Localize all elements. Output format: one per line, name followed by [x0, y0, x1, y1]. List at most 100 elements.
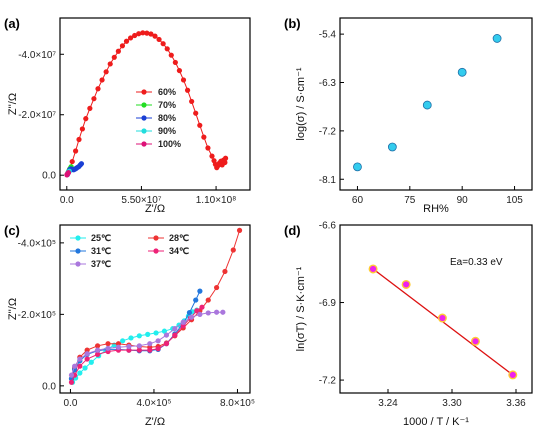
data-point — [163, 332, 170, 338]
data-point — [119, 43, 126, 49]
data-point — [387, 142, 397, 152]
data-point — [105, 341, 111, 347]
x-tick-label: 4.0×10⁵ — [136, 398, 171, 409]
data-point — [205, 310, 211, 316]
data-point — [65, 170, 72, 176]
data-point — [123, 38, 130, 44]
data-point — [95, 86, 101, 92]
data-point — [94, 351, 101, 357]
x-tick-label: 1.10×10⁸ — [196, 195, 237, 206]
y-axis-label: ln(σT) / S·K·cm⁻¹ — [295, 266, 307, 351]
data-point — [176, 67, 183, 74]
data-point — [115, 344, 122, 350]
series-line — [71, 290, 201, 379]
data-point — [103, 69, 109, 75]
x-tick-label: 105 — [506, 195, 523, 206]
series-line — [71, 306, 203, 383]
y-tick-label: -6.6 — [319, 221, 337, 232]
data-point — [161, 328, 167, 334]
legend-entry: 80% — [158, 113, 176, 123]
data-point — [401, 279, 411, 289]
data-point — [99, 77, 105, 83]
data-point — [78, 161, 85, 167]
data-point — [76, 136, 82, 143]
data-point — [120, 338, 126, 344]
x-tick-label: 3.24 — [378, 398, 398, 409]
chart-panel-d: (d) 3.24 3.30 3.36 -7.2 -6.9 -6.6 1000 / T / K⁻… — [284, 221, 533, 428]
legend-swatch-marker — [153, 235, 159, 241]
plot-frame — [339, 224, 533, 394]
data-point — [77, 370, 83, 376]
data-point — [88, 359, 94, 365]
data-point — [148, 31, 154, 37]
legend-swatch-marker — [141, 128, 147, 134]
x-axis-label: 1000 / T / K⁻¹ — [403, 416, 469, 428]
legend-swatch-marker — [153, 248, 159, 254]
panel-label: (c) — [4, 223, 20, 238]
x-tick-label: 75 — [404, 195, 416, 206]
data-point — [168, 52, 174, 58]
data-point — [197, 288, 203, 294]
panel-label: (a) — [4, 16, 20, 31]
data-point — [144, 30, 150, 36]
plot-frame — [59, 17, 251, 191]
data-point — [84, 347, 90, 353]
x-tick-label: 0.0 — [63, 398, 77, 409]
chart-panel-a: (a) 0.0 5.50×10⁷ 1.10×10⁸ 0.0 -2.0×10⁷ -4.0×10… — [4, 16, 251, 215]
data-point — [201, 134, 207, 140]
data-point — [186, 309, 193, 316]
data-point — [145, 331, 151, 337]
x-axis-label: Z'/Ω — [145, 203, 165, 215]
data-point — [79, 126, 85, 132]
legend-entry: 100% — [158, 139, 181, 149]
x-tick-label: 3.30 — [442, 398, 462, 409]
y-axis-label: Z''/Ω — [7, 93, 19, 115]
data-point — [77, 356, 83, 362]
data-point — [164, 46, 170, 52]
data-point — [457, 67, 467, 77]
data-point — [126, 343, 132, 350]
panel-label: (b) — [284, 16, 301, 31]
legend-entry: 31℃ — [91, 246, 111, 256]
series-31 — [68, 288, 203, 382]
data-point — [84, 356, 90, 362]
data-point — [188, 314, 195, 320]
x-tick-label: 5.50×10⁷ — [121, 195, 161, 206]
x-tick-label: 0.0 — [60, 195, 74, 206]
series-34 — [68, 304, 205, 385]
data-point — [83, 116, 89, 122]
data-point — [213, 309, 220, 315]
x-tick-label: 8.0×10⁵ — [220, 398, 255, 409]
x-tick-label: 3.36 — [506, 398, 526, 409]
data-point — [205, 145, 211, 151]
data-point — [87, 105, 93, 111]
data-point — [155, 338, 161, 344]
data-point — [213, 284, 220, 291]
data-point — [199, 304, 205, 310]
x-tick-label: 90 — [457, 195, 469, 206]
panel-label: (d) — [284, 223, 301, 238]
legend-swatch-marker — [141, 141, 147, 147]
plot-frame — [339, 17, 533, 191]
data-point — [422, 100, 432, 110]
data-point — [155, 346, 161, 352]
legend-swatch-marker — [75, 235, 81, 241]
data-point — [105, 345, 111, 351]
data-point — [197, 122, 203, 128]
data-point — [209, 153, 215, 159]
legend-entry: 60% — [158, 87, 176, 97]
data-point — [91, 96, 97, 102]
legend-entry: 34℃ — [169, 246, 189, 256]
legend-entry: 28℃ — [169, 233, 189, 243]
y-tick-label: -7.2 — [319, 376, 337, 387]
data-point — [163, 341, 170, 347]
data-point — [437, 313, 447, 323]
data-point — [147, 341, 153, 347]
data-point — [189, 98, 195, 105]
x-axis-label: RH% — [423, 203, 449, 215]
data-point — [115, 48, 121, 54]
chart-panel-c: (c) 0.0 4.0×10⁵ 8.0×10⁵ 0.0 -2.0×10⁵ -4.0×10⁵ Z… — [4, 223, 255, 428]
data-point — [180, 77, 187, 83]
series-0 — [353, 34, 502, 172]
series-line — [69, 32, 227, 171]
